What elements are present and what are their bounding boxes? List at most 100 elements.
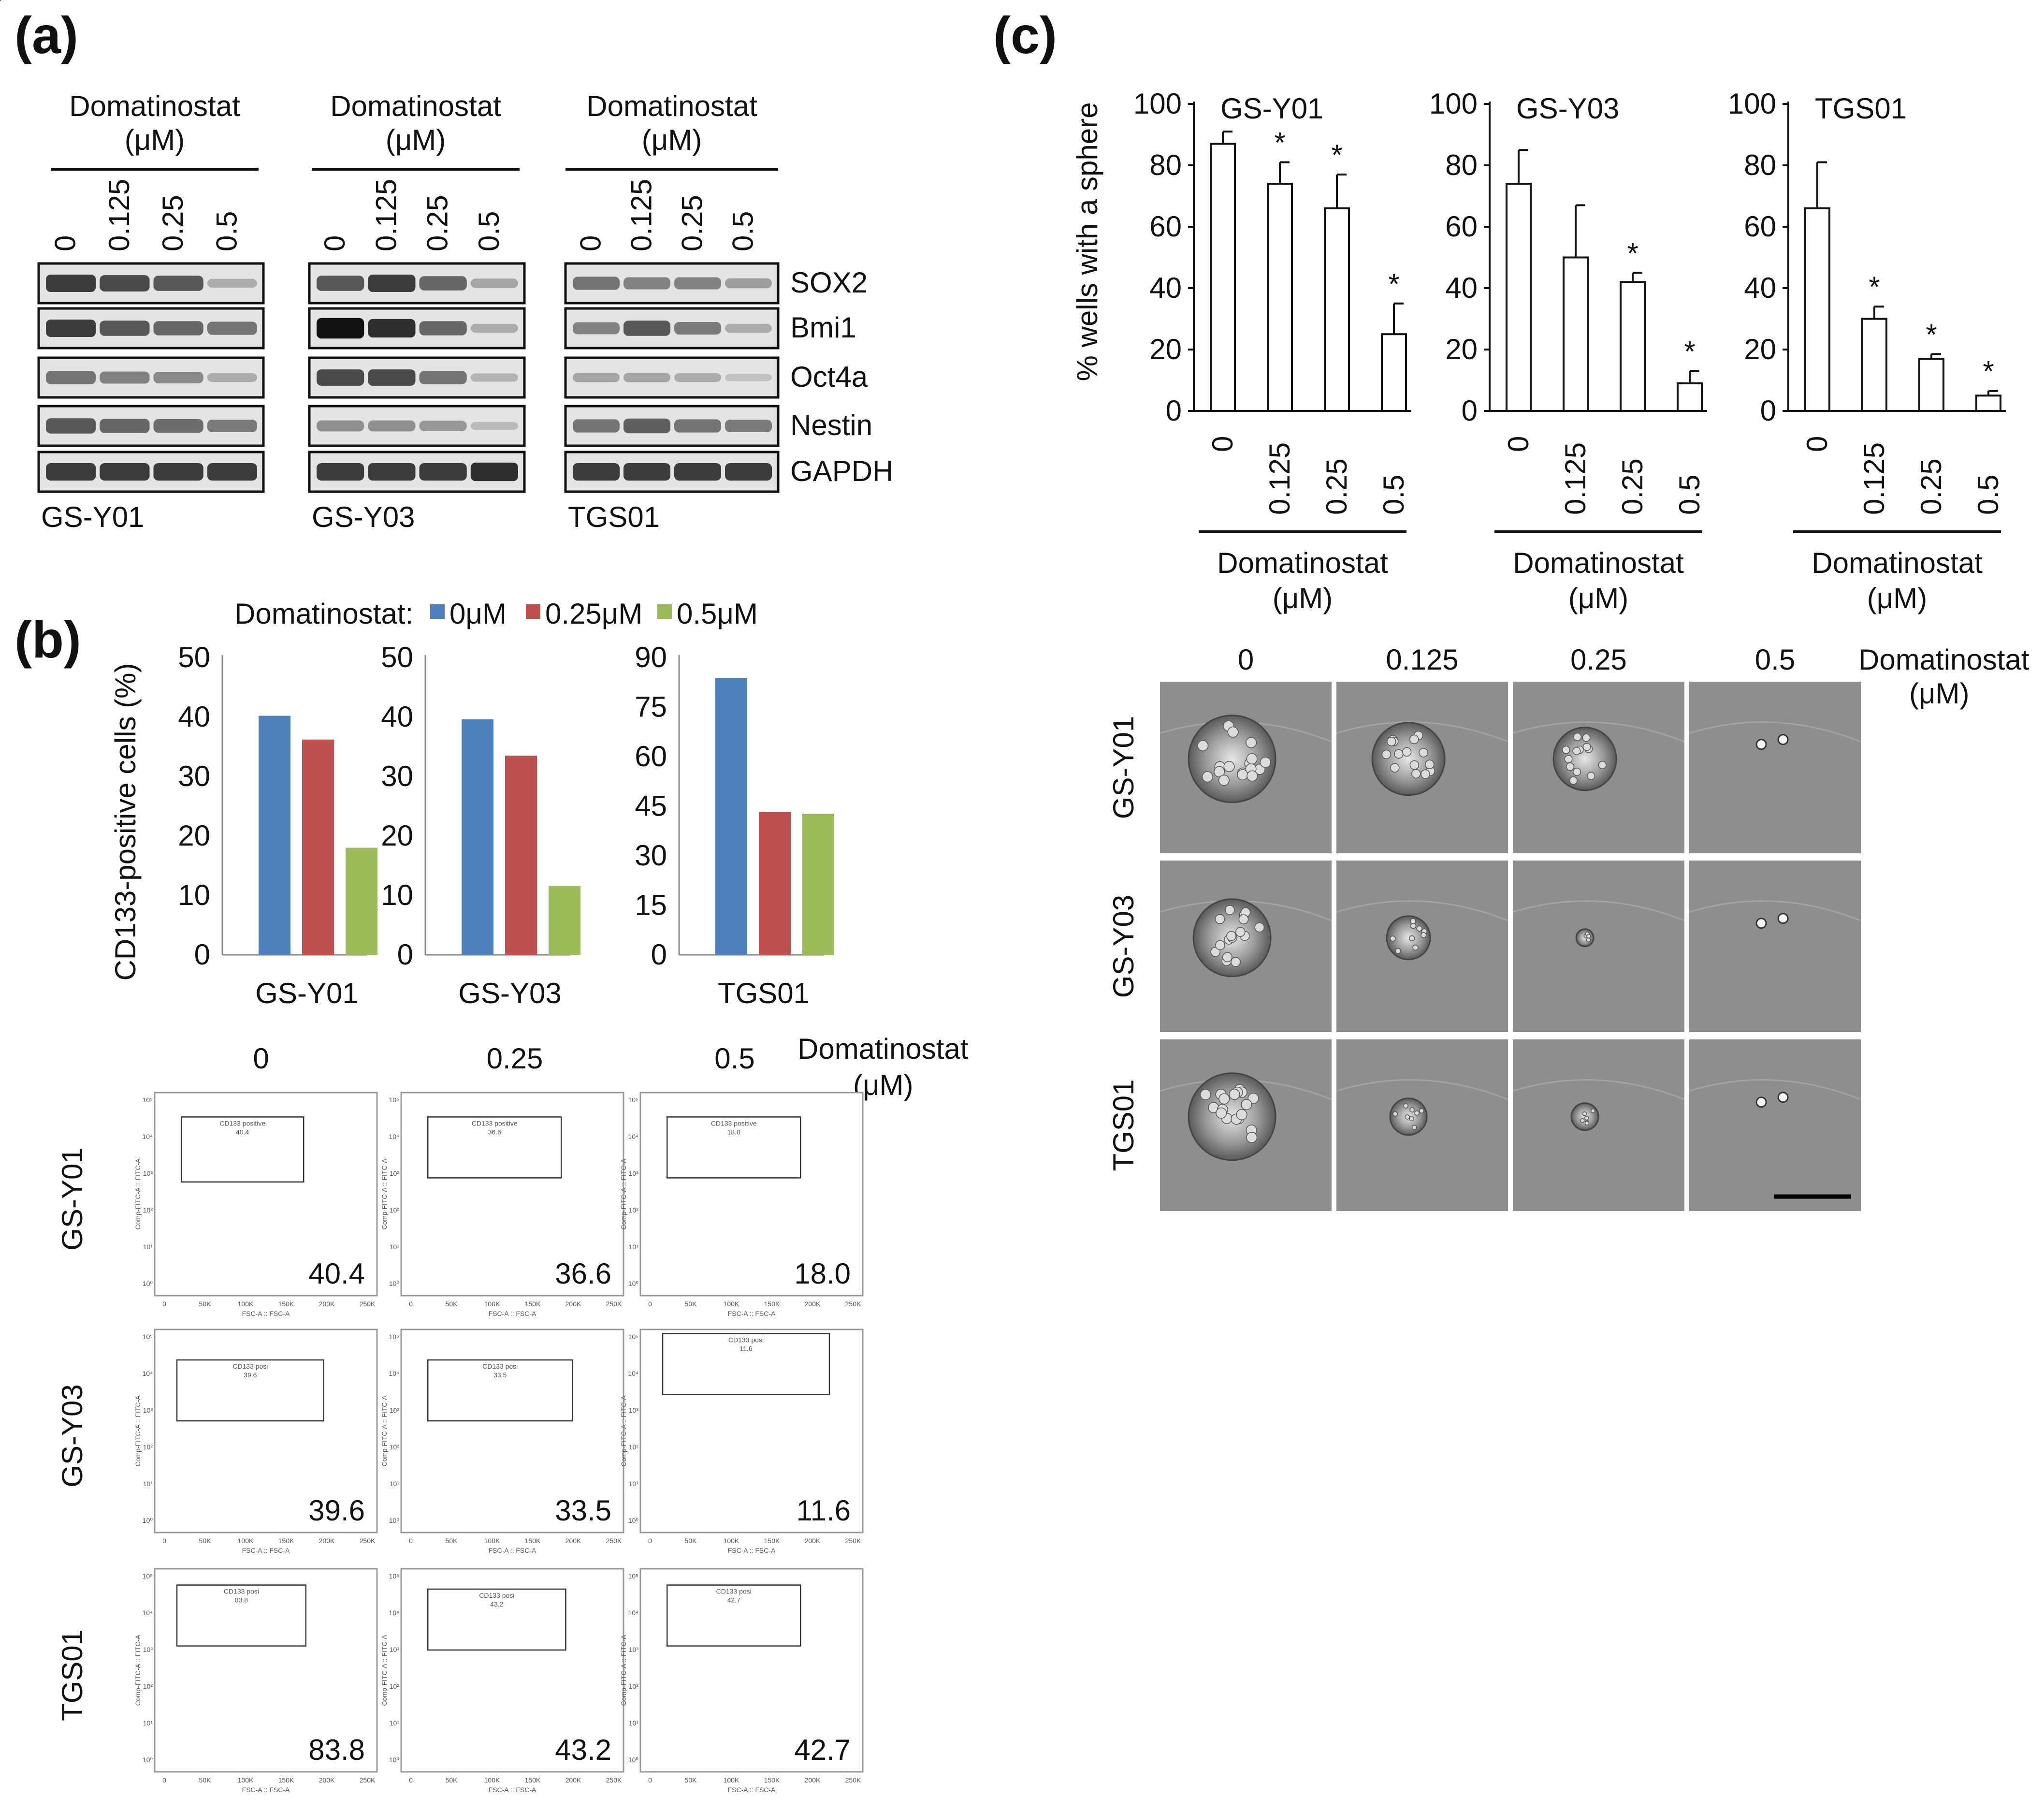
flow-percentage: 33.5 [555, 1494, 611, 1527]
x-tick-label: 0.25 [1915, 458, 1947, 515]
flow-x-tick: 100K [484, 1776, 500, 1784]
flow-y-tick: 10² [390, 1682, 400, 1690]
micrograph-background [1513, 861, 1684, 1032]
flow-x-tick: 200K [319, 1537, 335, 1545]
subplot-title: GS-Y01 [1220, 92, 1323, 125]
gate-value-small: 18.0 [727, 1128, 740, 1136]
flow-y-tick: 10⁵ [389, 1096, 399, 1104]
wb-band [153, 463, 203, 481]
bar-025m [505, 755, 537, 955]
micro-col-label: 0.25 [1570, 643, 1627, 676]
wb-band [674, 321, 721, 335]
western-blot-panel: Domatinostat(μM)0 0.125 0.25 0.5GS-Y01Domat… [37, 90, 893, 533]
micrograph-texture [1689, 1079, 1861, 1100]
flow-plot: 0 50K 100K 150K 200K 250K 10⁰ 10¹ 10² 10³ 10⁴ 10⁵ Co… [0, 0, 864, 1317]
flow-plot: 0 50K 100K 150K 200K 250K 10⁰ 10¹ 10² 10³ 10⁴ 10⁵ Co… [0, 0, 378, 1794]
flow-x-tick: 250K [845, 1300, 861, 1308]
flow-plot: 0 50K 100K 150K 200K 250K 10⁰ 10¹ 10² 10³ 10⁴ 10⁵ Co… [0, 0, 624, 1554]
wb-lane-label: 0.125 [625, 179, 658, 251]
wb-band [725, 463, 772, 481]
flow-x-tick: 50K [446, 1300, 458, 1308]
wb-band [100, 463, 150, 481]
wb-band [573, 373, 620, 382]
micrograph-texture [1336, 721, 1508, 743]
flow-x-tick: 0 [409, 1300, 413, 1308]
panel-c-ylabel: % wells with a sphere [1071, 102, 1103, 381]
sphere-subplot: 0 20 40 60 80 100 GS-Y01 0 * 0.125 * 0.25 * 0.5 Domati… [1133, 88, 1411, 614]
micrograph-background [1689, 682, 1861, 853]
flow-y-tick: 10¹ [143, 1243, 153, 1251]
cell [1582, 733, 1591, 742]
cell [1416, 925, 1422, 932]
y-tick-label: 100 [1133, 88, 1182, 120]
flow-y-axis-label: Comp-FITC-A :: FITC-A [380, 1395, 388, 1467]
y-tick-label: 75 [635, 691, 667, 723]
sphere-bar [1975, 394, 2001, 412]
cd133-gate [427, 1359, 573, 1422]
x-category-label: GS-Y01 [255, 977, 358, 1009]
cell [1229, 1089, 1240, 1100]
wb-band [674, 373, 721, 382]
cd133-gate [666, 1116, 801, 1179]
wb-band [674, 277, 721, 290]
flow-y-tick: 10⁰ [143, 1280, 153, 1287]
flow-y-tick: 10² [143, 1682, 153, 1690]
y-tick-label: 40 [1445, 272, 1478, 304]
y-tick-label: 100 [1728, 88, 1776, 120]
cell [1582, 1111, 1587, 1116]
wb-strip [308, 405, 526, 447]
wb-band [368, 369, 416, 386]
wb-band [623, 321, 670, 336]
cd133-gate [427, 1588, 566, 1651]
flow-percentage: 36.6 [555, 1257, 611, 1290]
flow-x-tick: 0 [648, 1537, 652, 1545]
cell [1395, 948, 1401, 954]
x-tick-label: 0 [1801, 436, 1833, 452]
wb-band [419, 421, 467, 431]
flow-y-tick: 10⁴ [142, 1609, 153, 1617]
gate-label: CD133 positive [219, 1119, 265, 1127]
cell [1231, 957, 1241, 967]
x-tick-label: 0.25 [1320, 458, 1353, 515]
y-tick-label: 90 [635, 641, 667, 673]
wb-band [573, 419, 620, 433]
cd133-gate [662, 1333, 830, 1395]
gate-label: CD133 posi [479, 1592, 514, 1599]
micro-col-label: 0.125 [1386, 643, 1458, 676]
micrograph-background [1513, 1039, 1684, 1211]
x-tick-label: 0.125 [1559, 442, 1592, 515]
wb-band [207, 463, 257, 481]
x-tick-label: 0.125 [1858, 442, 1890, 515]
cell [1425, 759, 1435, 769]
wb-lane-label: 0.5 [727, 211, 759, 251]
flow-x-tick: 200K [565, 1300, 581, 1308]
bar-0m [462, 719, 493, 955]
micrograph-tile [1160, 1039, 1332, 1211]
x-group-title: Domatinostat [1812, 547, 1983, 579]
cell [1235, 927, 1246, 937]
wb-band [674, 463, 721, 481]
flow-y-tick: 10² [143, 1443, 153, 1451]
cell [1414, 1110, 1420, 1116]
x-category-label: GS-Y03 [458, 977, 561, 1009]
flow-plot: 0 50K 100K 150K 200K 250K 10⁰ 10¹ 10² 10³ 10⁴ 10⁵ Co… [0, 0, 864, 1794]
cell [1411, 1125, 1417, 1130]
significance-star: * [1983, 355, 1994, 388]
wb-band [153, 419, 203, 433]
cd133-gate [180, 1116, 304, 1183]
wb-band [573, 463, 620, 481]
cell [1254, 922, 1265, 933]
cell [1598, 760, 1607, 769]
significance-star: * [1331, 139, 1342, 171]
sphere-bar [1804, 207, 1830, 412]
legend-label: Domatinostat: [234, 598, 413, 630]
y-tick-label: 20 [381, 819, 413, 852]
micrograph-texture [1512, 1079, 1685, 1100]
y-tick-label: 0 [1166, 394, 1182, 427]
flow-plot-frame [400, 1092, 624, 1297]
flow-y-tick: 10⁵ [143, 1096, 153, 1104]
cell [1586, 934, 1591, 939]
flow-y-tick: 10³ [629, 1406, 639, 1414]
cd133-gate [427, 1116, 562, 1179]
